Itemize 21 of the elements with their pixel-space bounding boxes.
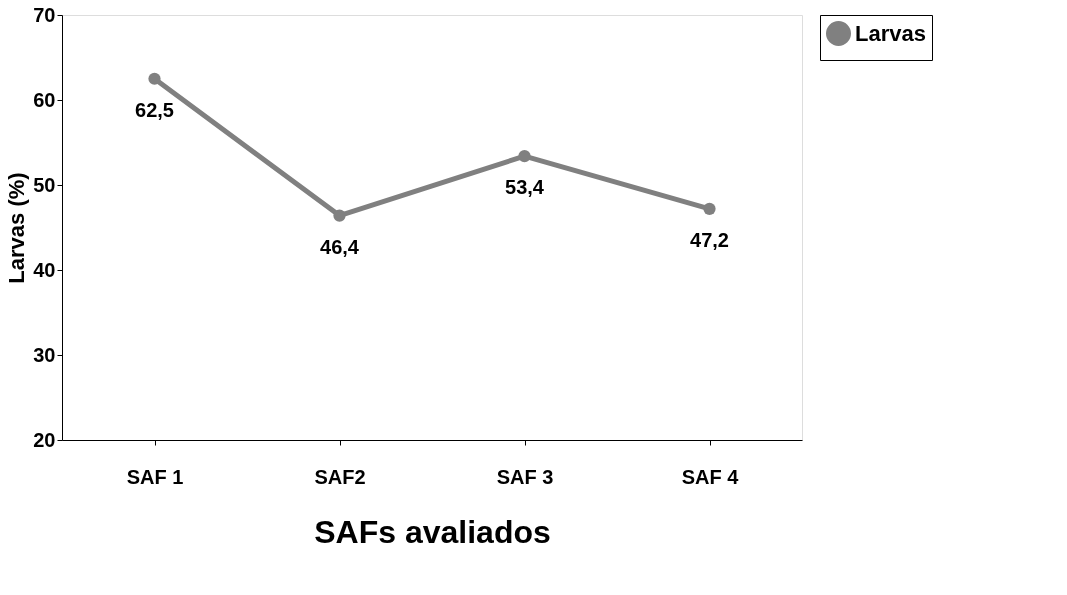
x-tick-label: SAF2 bbox=[314, 465, 366, 488]
x-tick-label: SAF 1 bbox=[126, 465, 184, 488]
legend-label: Larvas bbox=[855, 20, 926, 46]
y-axis-title: Larvas (%) bbox=[4, 172, 30, 284]
x-axis-title: SAFs avaliados bbox=[314, 513, 551, 550]
y-tick-label: 30 bbox=[33, 343, 56, 366]
y-tick-label: 40 bbox=[33, 258, 56, 281]
y-tick-label: 60 bbox=[33, 88, 56, 111]
point bbox=[703, 202, 716, 215]
y-tick-label: 20 bbox=[33, 428, 56, 451]
point bbox=[148, 72, 161, 85]
data-label: 47,2 bbox=[690, 228, 729, 251]
point bbox=[518, 149, 531, 163]
y-tick-label: 50 bbox=[33, 173, 56, 196]
x-tick-label: SAF 4 bbox=[681, 465, 740, 488]
data-label: 53,4 bbox=[505, 176, 545, 199]
data-label: 46,4 bbox=[320, 235, 360, 258]
y-tick-label: 70 bbox=[33, 3, 56, 26]
x-tick-label: SAF 3 bbox=[496, 465, 554, 488]
point bbox=[333, 209, 346, 222]
data-label: 62,5 bbox=[135, 98, 174, 121]
